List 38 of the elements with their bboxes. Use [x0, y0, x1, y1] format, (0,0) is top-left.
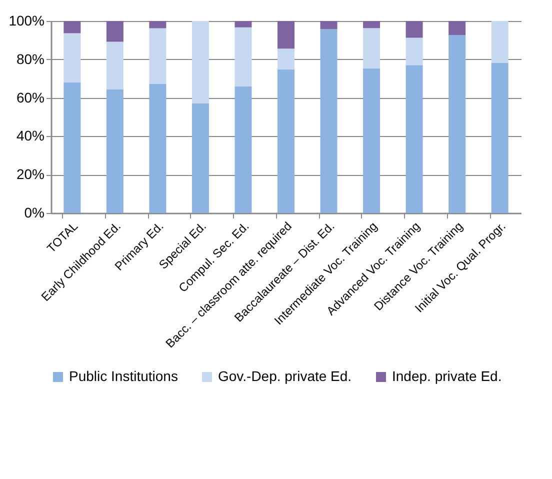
y-tick-label: 0% — [24, 204, 44, 220]
bar — [448, 35, 466, 213]
bar — [320, 21, 338, 30]
bar — [149, 21, 166, 28]
bar — [149, 84, 166, 213]
y-tick-label: 80% — [16, 50, 44, 67]
y-tick-label: 100% — [8, 12, 44, 28]
bar — [234, 27, 252, 86]
bar — [64, 82, 81, 213]
bar — [491, 63, 508, 213]
bar — [64, 33, 81, 82]
bar — [491, 21, 508, 64]
bar — [106, 42, 124, 90]
y-tick-label: 60% — [16, 89, 44, 106]
bar — [234, 86, 252, 213]
legend-label: Gov.-Dep. private Ed. — [218, 368, 352, 384]
y-tick-label: 40% — [16, 128, 44, 144]
bar — [278, 21, 294, 49]
bar — [149, 28, 166, 84]
legend-label: Public Institutions — [69, 368, 178, 384]
bar — [192, 104, 209, 213]
legend-label: Indep. private Ed. — [392, 368, 502, 384]
bar — [363, 28, 380, 68]
y-tick-label: 20% — [16, 166, 44, 182]
bar — [320, 29, 338, 213]
bar — [106, 90, 124, 213]
bar — [363, 68, 380, 213]
bar — [406, 21, 423, 38]
bar — [406, 38, 423, 66]
bar — [64, 21, 81, 34]
bar — [234, 21, 252, 28]
bar — [106, 21, 124, 42]
bar — [448, 21, 466, 36]
bar — [278, 48, 294, 70]
bar — [192, 21, 209, 104]
bar — [278, 69, 294, 213]
bar — [363, 21, 380, 28]
bar — [406, 65, 423, 213]
